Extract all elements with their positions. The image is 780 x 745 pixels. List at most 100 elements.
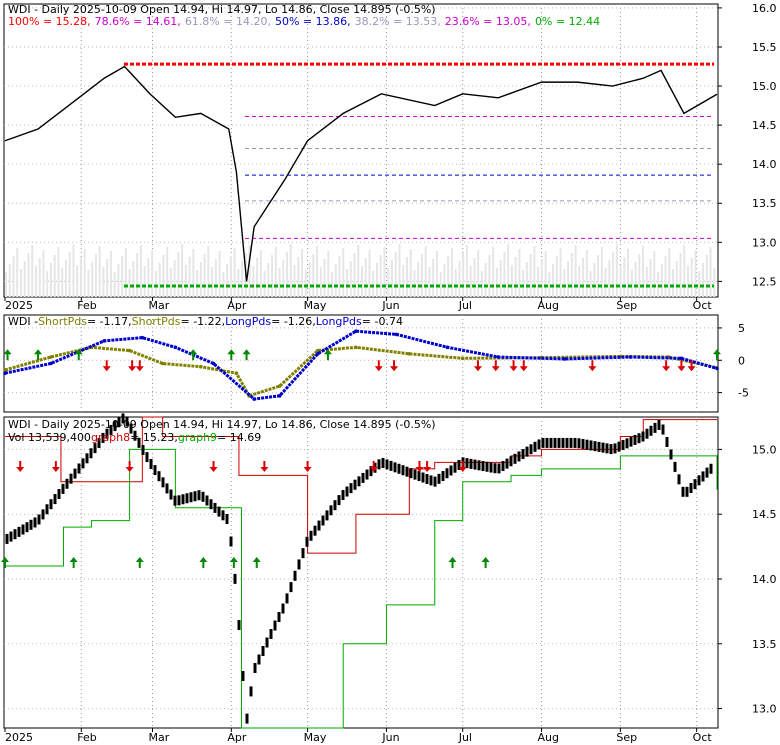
month-label: Jun — [381, 731, 399, 744]
candle-bar — [341, 490, 345, 501]
candle-bar — [265, 637, 269, 648]
volume-bar — [53, 255, 56, 297]
candle-bar — [329, 505, 333, 516]
buy-arrow-icon — [1, 557, 9, 568]
oscillator-legend-item: ShortPds — [132, 315, 181, 328]
oscillator-legend-item: = -1.17, — [87, 315, 132, 328]
candle-bar — [201, 491, 205, 502]
candle-bar — [365, 469, 369, 480]
candle-bar — [121, 413, 125, 424]
volume-bar — [552, 264, 555, 297]
candle-bar — [289, 582, 293, 593]
oscillator-legend-item: = -1.26, — [271, 315, 316, 328]
candle-bar — [637, 433, 641, 444]
series-point — [160, 361, 165, 366]
candle-bar — [465, 458, 469, 469]
candle-bar — [409, 468, 413, 479]
candle-bar — [521, 449, 525, 460]
fib-legend-item: 78.6% = 14.61, — [95, 15, 181, 28]
volume-bar — [597, 255, 600, 297]
y-tick-label: 14.0 — [752, 158, 777, 171]
volume-bar — [218, 251, 221, 297]
buy-arrow-icon — [74, 349, 83, 361]
candle-bar — [53, 494, 57, 505]
month-label: Oct — [693, 731, 713, 744]
series-point — [315, 348, 320, 353]
candle-bar — [609, 444, 613, 455]
volume-bar — [192, 249, 195, 297]
series-point — [679, 356, 684, 361]
candle-bar — [185, 493, 189, 504]
series-point — [173, 345, 178, 350]
volume-bar — [492, 247, 495, 297]
volume-bar — [435, 251, 438, 297]
oscillator-legend-item: LongPds — [225, 315, 271, 328]
volume-bar — [98, 246, 101, 297]
volume-bar — [548, 272, 551, 297]
series-point — [407, 352, 412, 356]
candle-bar — [237, 620, 241, 631]
candle-bar — [245, 713, 249, 724]
volume-bar — [383, 247, 386, 297]
candle-bar — [541, 437, 545, 448]
series-point — [3, 368, 7, 372]
month-label: Mar — [148, 299, 169, 312]
volume-bar — [263, 271, 266, 297]
series-point — [199, 364, 203, 369]
volume-bar — [390, 260, 393, 297]
volume-bar — [323, 259, 326, 297]
series-shortpds — [4, 345, 718, 398]
volume-bar — [301, 249, 304, 297]
month-label: 2025 — [5, 731, 33, 744]
candle-bar — [65, 478, 69, 489]
volume-bar — [128, 269, 131, 297]
candle-bar — [593, 441, 597, 452]
candle-bar — [529, 444, 533, 455]
volume-bar — [450, 248, 453, 297]
y-tick-label: 14.5 — [752, 508, 777, 521]
candle-bar — [605, 443, 609, 454]
candle-bar — [397, 463, 401, 474]
candle-bar — [109, 424, 113, 435]
volume-bar — [42, 250, 45, 297]
candle-bar — [545, 437, 549, 448]
volume-bar — [297, 257, 300, 297]
candle-bar — [613, 443, 617, 454]
volume-bar — [664, 256, 667, 297]
volume-bar — [398, 244, 401, 297]
candle-bar — [481, 461, 485, 472]
candle-bar — [145, 452, 149, 463]
candle-bar — [361, 472, 365, 483]
candle-bar — [169, 489, 173, 500]
volume-bar — [8, 264, 11, 297]
volume-bar — [211, 267, 214, 297]
fib-legend-item: 38.2% = 13.53, — [355, 15, 441, 28]
volume-bar — [27, 253, 30, 297]
month-label: Aug — [538, 731, 559, 744]
candle-bar — [601, 442, 605, 453]
candle-bar — [337, 495, 341, 506]
volume-bar — [207, 246, 210, 297]
candle-bar — [681, 486, 685, 497]
candle-bar — [685, 486, 689, 497]
candle-bar — [697, 475, 701, 486]
series-point — [140, 335, 145, 340]
volume-bar — [188, 257, 191, 297]
candle-bar — [425, 473, 429, 484]
price-line — [4, 65, 718, 282]
volume-bar — [439, 272, 442, 297]
oscillator-legend-item: LongPds — [316, 315, 362, 328]
candle-bar — [181, 494, 185, 505]
volume-bar — [177, 252, 180, 297]
series-point — [277, 384, 282, 388]
sell-arrow-icon — [209, 461, 218, 472]
volume-bar — [522, 270, 525, 297]
volume-bar — [615, 244, 618, 297]
candle-bar — [105, 428, 109, 439]
y-tick-label: -5 — [738, 387, 749, 400]
volume-bar — [473, 258, 476, 297]
candle-bar — [369, 466, 373, 477]
volume-bar — [342, 248, 345, 297]
sell-arrow-icon — [588, 360, 597, 372]
volume-bar — [226, 264, 229, 297]
